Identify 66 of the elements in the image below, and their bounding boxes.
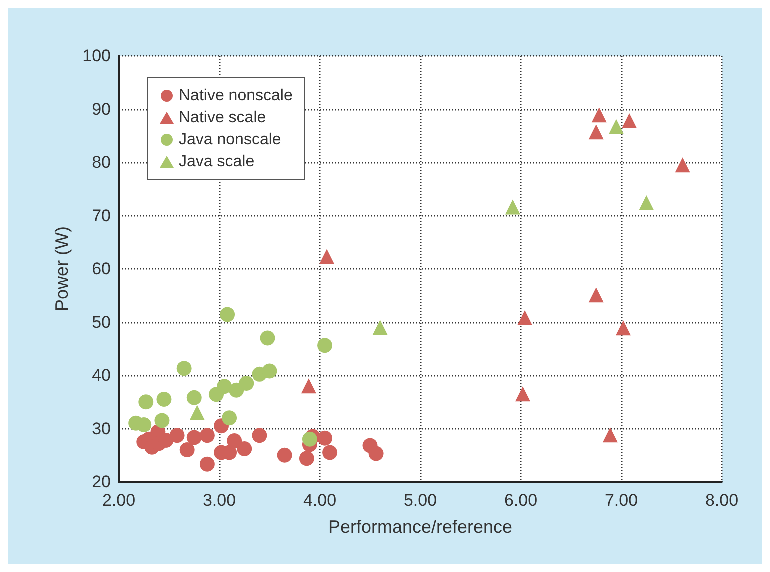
x-tick-label: 3.00 [202, 491, 236, 510]
point [220, 307, 236, 322]
x-axis-title: Performance/reference [328, 517, 513, 537]
point [239, 376, 254, 391]
x-tick-label: 6.00 [504, 491, 538, 510]
point [299, 451, 314, 466]
point [156, 392, 172, 407]
point [602, 428, 618, 443]
point [372, 320, 388, 336]
point [516, 386, 531, 402]
point [217, 379, 232, 394]
y-tick-label: 20 [92, 472, 111, 492]
point [318, 430, 333, 446]
point [592, 108, 607, 123]
y-tick-label: 80 [92, 153, 111, 172]
point [588, 288, 604, 303]
point [222, 410, 238, 426]
point [154, 413, 170, 428]
legend-label: Java nonscale [179, 132, 282, 148]
point [176, 361, 192, 376]
y-tick-label: 100 [82, 46, 111, 66]
x-tick-label: 5.00 [404, 491, 438, 510]
point [301, 378, 316, 394]
point [260, 330, 276, 346]
point [322, 445, 338, 460]
point [190, 405, 205, 420]
point [518, 310, 533, 326]
point [200, 428, 215, 444]
point [227, 434, 242, 448]
point [622, 113, 638, 128]
point [200, 456, 215, 472]
point [277, 448, 292, 463]
x-tick-label: 8.00 [705, 491, 739, 510]
x-tick-label: 7.00 [604, 491, 638, 510]
point [318, 338, 333, 354]
y-axis-title: Power (W) [52, 226, 72, 312]
point [505, 200, 520, 215]
y-tick-label: 50 [92, 312, 111, 332]
point [262, 364, 278, 379]
y-tick-label: 30 [92, 419, 111, 438]
legend-label: Java scale [179, 154, 255, 170]
point [320, 249, 335, 264]
y-tick-label: 40 [92, 366, 111, 385]
point [616, 320, 632, 336]
x-tick-label: 4.00 [303, 491, 337, 510]
point [302, 432, 318, 447]
point [229, 382, 244, 398]
legend-label: Native scale [179, 110, 266, 126]
y-tick-label: 70 [92, 206, 111, 226]
point [588, 124, 604, 140]
y-tick-label: 60 [92, 260, 111, 278]
point [180, 442, 195, 458]
point [639, 195, 654, 210]
legend-label: Native nonscale [179, 88, 293, 104]
point [608, 119, 624, 134]
point [252, 428, 268, 444]
point [675, 158, 690, 173]
point [138, 394, 154, 410]
point [237, 441, 252, 456]
point [368, 446, 384, 462]
point [170, 428, 185, 444]
y-tick-label: 90 [92, 100, 111, 119]
point [136, 418, 152, 433]
point [186, 430, 202, 446]
x-tick-label: 2.00 [102, 491, 136, 510]
point [186, 390, 202, 406]
